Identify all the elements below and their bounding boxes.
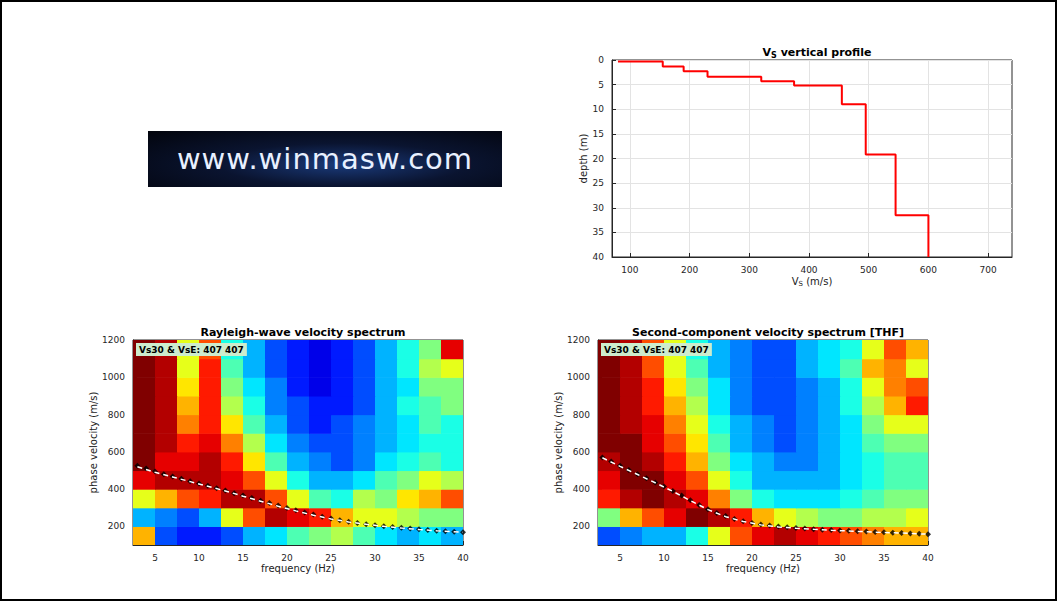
svg-text:5: 5 [598,80,604,90]
svg-text:Second-component velocity spec: Second-component velocity spectrum [THF] [632,326,904,339]
svg-text:25: 25 [325,553,336,563]
svg-text:frequency (Hz): frequency (Hz) [726,563,800,574]
svg-text:200: 200 [681,265,698,275]
svg-text:vertical profile: vertical profile [777,46,872,59]
svg-text:20: 20 [593,154,605,164]
svg-text:200: 200 [108,521,125,531]
svg-text:phase velocity (m/s): phase velocity (m/s) [553,392,564,494]
svg-text:40: 40 [922,553,934,563]
svg-text:1200: 1200 [102,335,125,345]
svg-text:30: 30 [834,553,846,563]
svg-text:500: 500 [860,265,877,275]
svg-text:400: 400 [573,484,590,494]
svg-text:1200: 1200 [567,335,590,345]
svg-text:10: 10 [658,553,670,563]
svg-text:phase velocity (m/s): phase velocity (m/s) [88,392,99,494]
html-text:www.winmasw.com: www.winmasw.com [176,142,474,176]
svg-text:15: 15 [702,553,713,563]
svg-text:400: 400 [800,265,817,275]
svg-text:30: 30 [369,553,381,563]
svg-text:700: 700 [980,265,997,275]
svg-text:40: 40 [457,553,469,563]
svg-text:35: 35 [413,553,424,563]
svg-text:20: 20 [281,553,293,563]
svg-text:100: 100 [621,265,638,275]
svg-text:Vs30 & VsE: 407 407: Vs30 & VsE: 407 407 [139,345,244,355]
svg-text:800: 800 [108,410,125,420]
svg-text:600: 600 [920,265,937,275]
svg-text:40: 40 [593,252,605,262]
svg-text:5: 5 [152,553,158,563]
svg-text:25: 25 [593,178,604,188]
svg-text:0: 0 [598,55,604,65]
svg-text:35: 35 [593,227,604,237]
svg-text:200: 200 [573,521,590,531]
svg-text:Rayleigh-wave velocity spectru: Rayleigh-wave velocity spectrum [201,326,406,339]
html-text:VS: VS [791,275,803,288]
svg-text:600: 600 [573,447,590,457]
svg-text:10: 10 [593,104,605,114]
svg-text:depth (m): depth (m) [578,133,589,183]
svg-text:(m/s): (m/s) [803,276,832,287]
svg-text:15: 15 [593,129,604,139]
svg-text:800: 800 [573,410,590,420]
svg-text:300: 300 [741,265,758,275]
svg-text:25: 25 [790,553,801,563]
svg-text:1000: 1000 [567,372,590,382]
svg-text:5: 5 [617,553,623,563]
svg-text:600: 600 [108,447,125,457]
svg-text:frequency (Hz): frequency (Hz) [261,563,335,574]
svg-text:30: 30 [593,203,605,213]
svg-text:400: 400 [108,484,125,494]
svg-text:15: 15 [237,553,248,563]
svg-text:20: 20 [746,553,758,563]
html-text:VS: VS [762,45,777,60]
svg-text:35: 35 [878,553,889,563]
svg-text:10: 10 [193,553,205,563]
svg-text:1000: 1000 [102,372,125,382]
svg-text:Vs30 & VsE: 407 407: Vs30 & VsE: 407 407 [604,345,709,355]
